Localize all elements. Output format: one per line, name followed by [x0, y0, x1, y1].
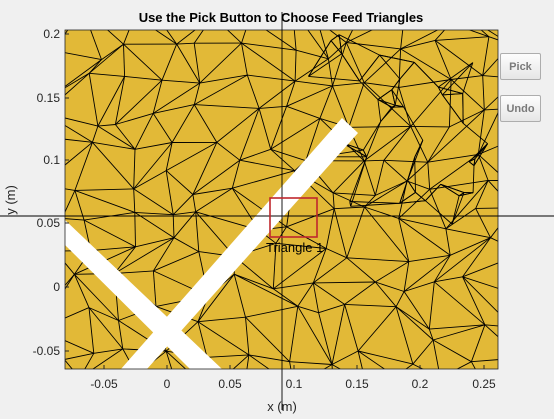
y-tick-label: 0.1 [43, 153, 60, 167]
triangle-annotation: Triangle 1 [266, 240, 323, 255]
y-tick-label: -0.05 [33, 344, 61, 358]
x-axis-ticks: -0.05 0 0.05 0.1 0.15 0.2 0.25 [90, 365, 496, 391]
pick-button[interactable]: Pick [500, 53, 541, 80]
x-tick-label: 0.2 [412, 377, 429, 391]
x-tick-label: 0.15 [345, 377, 369, 391]
y-tick-label: 0 [53, 280, 60, 294]
y-axis-label: y (m) [3, 185, 18, 215]
y-tick-label: 0.05 [37, 216, 61, 230]
x-tick-label: -0.05 [90, 377, 118, 391]
feed-selection-box [269, 197, 318, 238]
x-tick-label: 0.25 [472, 377, 496, 391]
x-tick-label: 0.05 [218, 377, 242, 391]
axes-box [64, 29, 499, 370]
y-tick-label: 0.2 [43, 27, 60, 41]
antenna-mesh [65, 30, 498, 369]
x-axis-label: x (m) [267, 399, 297, 414]
y-axis-ticks: 0.2 0.15 0.1 0.05 0 -0.05 [33, 27, 69, 358]
slot-cutout [65, 118, 358, 369]
x-tick-label: 0 [164, 377, 171, 391]
plot-title: Use the Pick Button to Choose Feed Trian… [139, 10, 424, 25]
undo-button[interactable]: Undo [500, 95, 541, 122]
x-tick-label: 0.1 [286, 377, 303, 391]
y-tick-label: 0.15 [37, 91, 61, 105]
